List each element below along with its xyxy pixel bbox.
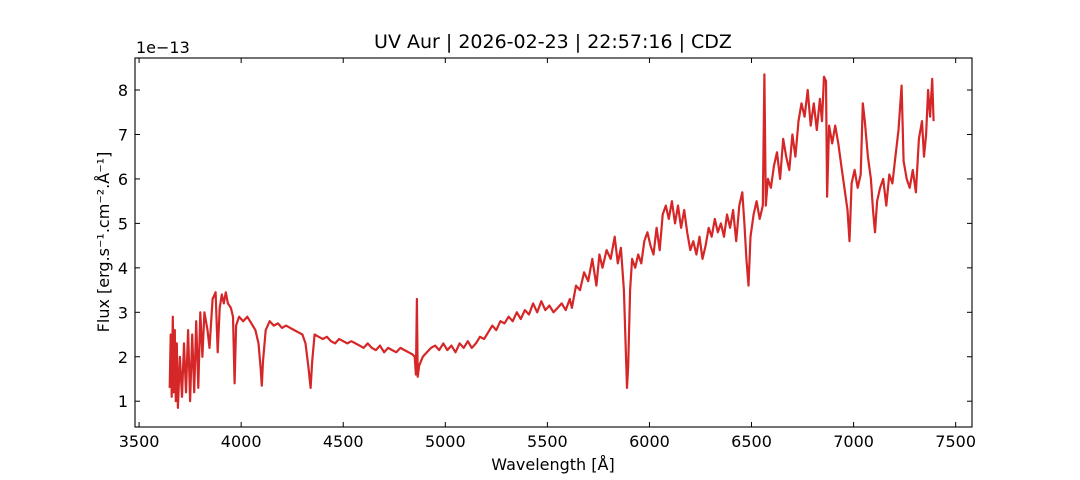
y-tick-label-3: 3 — [118, 303, 128, 322]
y-tick-label-5: 5 — [118, 214, 128, 233]
x-tick-label-5000: 5000 — [425, 432, 466, 451]
y-scale-offset-label: 1e−13 — [136, 38, 190, 57]
y-tick-label-1: 1 — [118, 392, 128, 411]
spectrum-line-series-0 — [168, 73, 935, 409]
y-tick-label-6: 6 — [118, 170, 128, 189]
y-tick-label-8: 8 — [118, 81, 128, 100]
axes: 3500 4000 4500 5000 5500 6000 6500 7000 7500 1 2 3 4… — [118, 57, 976, 451]
x-tick-label-4500: 4500 — [323, 432, 364, 451]
y-tick-label-2: 2 — [118, 348, 128, 367]
x-tick-label-6000: 6000 — [629, 432, 670, 451]
x-tick-label-4000: 4000 — [221, 432, 262, 451]
y-axis-label: Flux [erg.s⁻¹.cm⁻².Å⁻¹] — [94, 152, 113, 333]
plot-frame — [134, 57, 973, 428]
chart-title: UV Aur | 2026-02-23 | 22:57:16 | CDZ — [374, 31, 732, 53]
x-axis-label: Wavelength [Å] — [491, 455, 614, 474]
x-tick-label-3500: 3500 — [119, 432, 160, 451]
y-tick-label-7: 7 — [118, 125, 128, 144]
x-tick-label-6500: 6500 — [731, 432, 772, 451]
x-tick-label-7500: 7500 — [935, 432, 976, 451]
x-tick-label-7000: 7000 — [833, 432, 874, 451]
plot-area — [168, 73, 935, 409]
x-tick-label-5500: 5500 — [527, 432, 568, 451]
y-tick-label-4: 4 — [118, 259, 128, 278]
